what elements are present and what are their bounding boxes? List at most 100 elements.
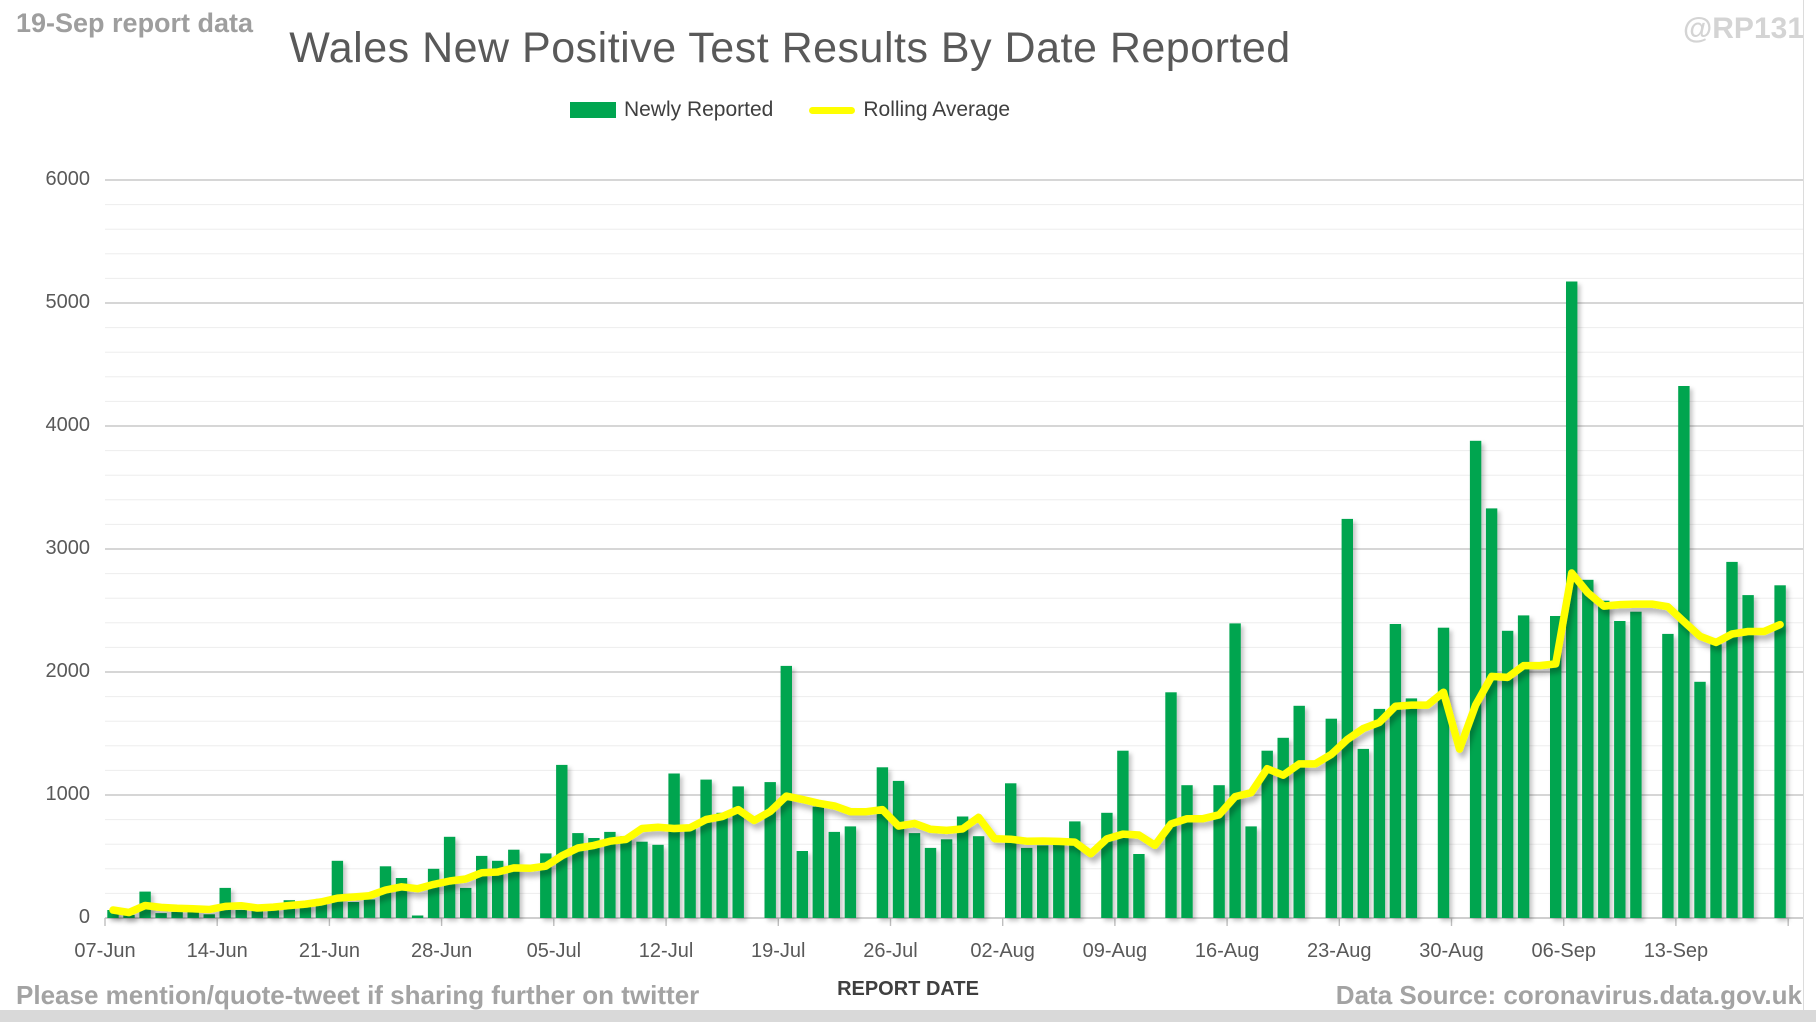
bar [1389,624,1402,918]
x-tick-label: 26-Jul [863,940,918,962]
bar [1437,627,1450,918]
bar [876,767,889,918]
bar [1517,615,1530,918]
bar [123,914,135,918]
bar [171,911,183,919]
bar [540,853,552,918]
report-date-note: 19-Sep report data [16,8,254,38]
bar [844,826,857,918]
bar [1742,595,1754,918]
bar [1005,783,1017,918]
bar [299,902,312,918]
bar [1710,644,1722,918]
x-tick-label: 14-Jun [186,940,248,962]
x-tick-label: 09-Aug [1082,940,1148,962]
bar [940,839,953,918]
bar [1101,812,1113,918]
x-tick-label: 02-Aug [970,940,1035,962]
bottom-edge-strip [0,1010,1816,1022]
bar [1469,440,1482,918]
bar [732,786,744,918]
bar [1245,826,1257,918]
chart-title: Wales New Positive Test Results By Date … [289,24,1291,72]
bar [1774,585,1786,918]
bar [1021,847,1033,918]
y-tick-label: 0 [78,906,90,928]
bar [267,906,279,918]
bar [1501,630,1514,918]
bar [1037,845,1049,918]
bar [908,833,921,918]
bar [411,915,424,918]
bar [1566,281,1578,918]
bar [1133,854,1145,918]
bar [331,860,344,918]
bar [636,841,648,918]
bar [684,828,696,918]
legend-label-newly-reported: Newly Reported [623,98,774,121]
bar [395,878,408,918]
bar [508,849,520,918]
bar [700,779,712,918]
bar [1726,561,1738,918]
y-tick-label: 2000 [45,660,91,682]
bar [1341,518,1353,918]
bar [812,806,824,918]
bar [107,910,119,918]
y-tick-label: 3000 [45,537,91,559]
x-tick-label: 07-Jun [74,940,136,962]
bar [492,860,504,918]
bar [588,838,600,918]
bar [1277,737,1289,918]
bar [1357,748,1369,918]
bar [1662,633,1674,918]
rolling-average-line [109,569,1784,917]
bar [476,855,488,918]
x-tick-label: 16-Aug [1194,940,1260,962]
bar [892,780,905,918]
bar [363,899,376,918]
share-note: Please mention/quote-tweet if sharing fu… [16,980,700,1010]
legend-item-rolling-average: Rolling Average [809,98,1010,122]
x-tick-label: 28-Jun [411,940,473,962]
green-bar-swatch-icon [569,102,616,118]
bar [764,782,776,918]
bar [1614,621,1626,918]
bar [924,847,937,918]
bar [347,902,360,918]
bar [1550,616,1562,918]
x-tick-label: 05-Jul [526,940,582,962]
bar [1229,623,1241,918]
bar [604,831,616,918]
bar [1293,705,1305,918]
title-wrap: Wales New Positive Test Results By Date … [0,24,1580,73]
x-tick-label: 06-Sep [1531,940,1596,962]
x-tick-label: 12-Jul [638,940,694,962]
x-axis-title: REPORT DATE [837,978,979,1000]
bar [1325,718,1337,918]
bar [1582,579,1594,919]
chart-border [1803,0,1804,1010]
bar [668,773,680,918]
bar [716,812,728,918]
bar [1598,600,1610,918]
bar [1373,708,1386,918]
bar [315,898,328,918]
y-tick-label: 4000 [45,414,91,436]
bar [620,836,632,918]
data-source-note: Data Source: coronavirus.data.gov.uk [1335,980,1802,1010]
legend-label-rolling-average: Rolling Average [863,98,1011,121]
chart-legend: Newly Reported Rolling Average [0,98,1580,122]
bar [796,851,808,918]
y-tick-label: 1000 [45,783,91,805]
bar [235,910,247,918]
bar [1261,750,1273,918]
x-tick-label: 30-Aug [1419,940,1484,962]
bar [460,887,472,918]
x-tick-label: 19-Jul [751,940,806,962]
bar [572,833,584,918]
bar [1181,785,1193,918]
bar [828,831,840,918]
bar [203,914,215,918]
